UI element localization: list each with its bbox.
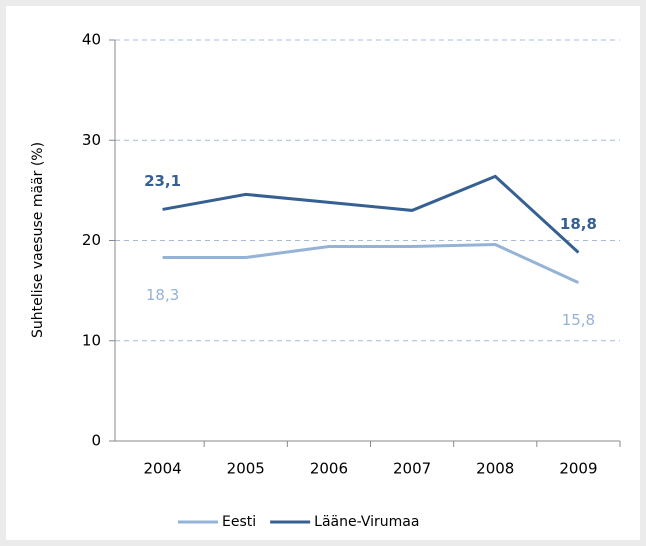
- data-label: 18,8: [560, 215, 597, 233]
- series-line: [162, 174, 580, 254]
- x-tick-label: 2007: [393, 460, 431, 478]
- x-tick-label: 2005: [227, 460, 265, 478]
- x-tick-label: 2006: [310, 460, 348, 478]
- y-tick-label: 30: [82, 131, 101, 149]
- data-label: 18,3: [146, 286, 179, 304]
- series-line: [162, 243, 580, 284]
- legend-label: Lääne-Virumaa: [314, 514, 419, 530]
- data-label: 15,8: [562, 311, 595, 329]
- y-tick-label: 20: [82, 231, 101, 249]
- y-tick-label: 10: [82, 331, 101, 349]
- y-axis-label: Suhtelise vaesuse määr (%): [30, 142, 46, 338]
- legend-label: Eesti: [222, 514, 256, 530]
- x-tick-label: 2008: [476, 460, 514, 478]
- x-tick-label: 2004: [143, 460, 181, 478]
- y-tick-label: 0: [91, 432, 101, 450]
- y-tick-label: 40: [82, 31, 101, 49]
- data-label: 23,1: [144, 172, 181, 190]
- chart-panel: [6, 6, 640, 540]
- x-tick-label: 2009: [559, 460, 597, 478]
